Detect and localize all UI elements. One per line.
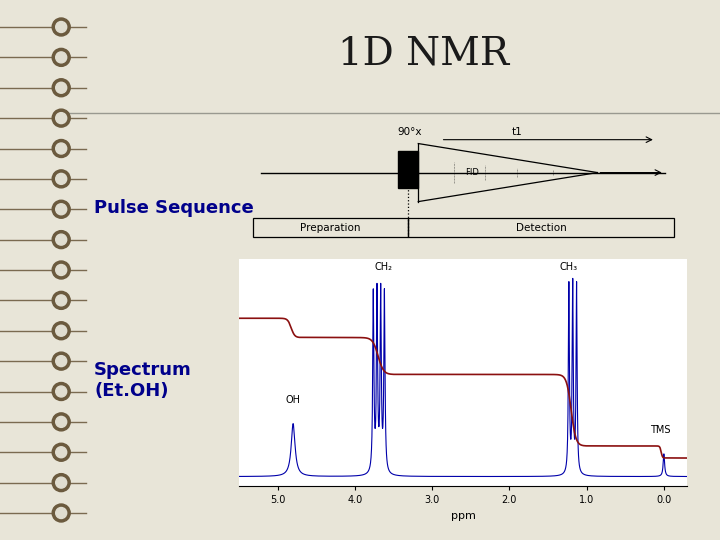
Bar <box>408 218 674 238</box>
Bar <box>398 151 418 188</box>
Circle shape <box>55 82 67 93</box>
Text: t1: t1 <box>511 127 522 137</box>
Circle shape <box>53 109 71 127</box>
Circle shape <box>55 52 67 63</box>
Circle shape <box>55 173 67 184</box>
Text: 90°x: 90°x <box>397 127 421 137</box>
Text: 1D NMR: 1D NMR <box>338 36 509 72</box>
Circle shape <box>53 79 71 97</box>
Circle shape <box>55 143 67 154</box>
Circle shape <box>53 352 71 370</box>
X-axis label: ppm: ppm <box>451 511 475 521</box>
Text: CH₃: CH₃ <box>559 262 577 272</box>
Circle shape <box>55 22 67 32</box>
Circle shape <box>55 295 67 306</box>
Text: TMS: TMS <box>650 425 670 435</box>
Circle shape <box>55 386 67 397</box>
Text: Pulse Sequence: Pulse Sequence <box>94 199 254 217</box>
Circle shape <box>55 234 67 245</box>
Text: Detection: Detection <box>516 222 567 233</box>
Text: OH: OH <box>286 395 301 405</box>
Circle shape <box>53 49 71 66</box>
Circle shape <box>55 447 67 458</box>
Circle shape <box>53 261 71 279</box>
Circle shape <box>55 113 67 124</box>
Circle shape <box>55 204 67 215</box>
Circle shape <box>53 18 71 36</box>
Circle shape <box>55 508 67 518</box>
Circle shape <box>55 356 67 367</box>
Text: Spectrum
(Et.OH): Spectrum (Et.OH) <box>94 361 192 400</box>
Circle shape <box>55 265 67 275</box>
Text: FID: FID <box>465 168 479 177</box>
Circle shape <box>53 322 71 340</box>
Circle shape <box>53 139 71 158</box>
Circle shape <box>53 292 71 309</box>
Circle shape <box>53 200 71 218</box>
Circle shape <box>53 231 71 248</box>
Text: Preparation: Preparation <box>300 222 361 233</box>
Circle shape <box>55 325 67 336</box>
Circle shape <box>53 170 71 188</box>
Circle shape <box>53 504 71 522</box>
Circle shape <box>53 382 71 401</box>
Circle shape <box>53 474 71 491</box>
Bar <box>253 218 408 238</box>
Circle shape <box>53 413 71 431</box>
Circle shape <box>55 416 67 427</box>
Circle shape <box>53 443 71 461</box>
Text: CH₂: CH₂ <box>374 262 392 272</box>
Circle shape <box>55 477 67 488</box>
